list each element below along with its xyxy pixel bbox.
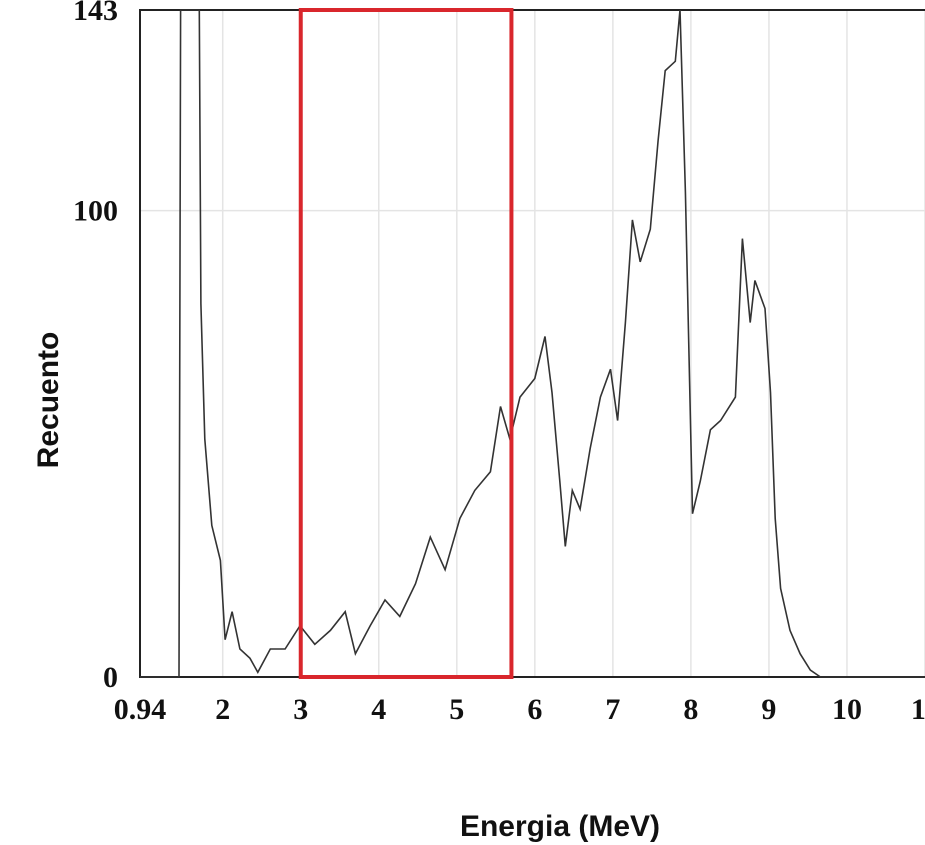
axis-frame [139,9,925,678]
spectrum-line [140,9,925,678]
x-tick-label: 2 [215,693,230,726]
y-axis-title: Recuento [32,332,65,469]
x-tick-label: 5 [449,693,464,726]
x-tick-label: 10 [832,693,862,726]
x-tick-label: 11 [911,693,925,726]
x-tick-label: 8 [683,693,698,726]
x-tick-label: 9 [761,693,776,726]
x-tick-label: 0.94 [114,693,167,726]
highlight-box [298,8,514,679]
x-tick-label: 4 [371,693,386,726]
x-tick-label: 6 [527,693,542,726]
x-tick-label: 3 [293,693,308,726]
y-tick-label: 0 [103,661,118,694]
y-tick-label: 143 [73,0,118,27]
x-axis-title: Energia (MeV) [460,810,660,843]
y-tick-label: 100 [73,195,118,228]
x-tick-label: 7 [605,693,620,726]
